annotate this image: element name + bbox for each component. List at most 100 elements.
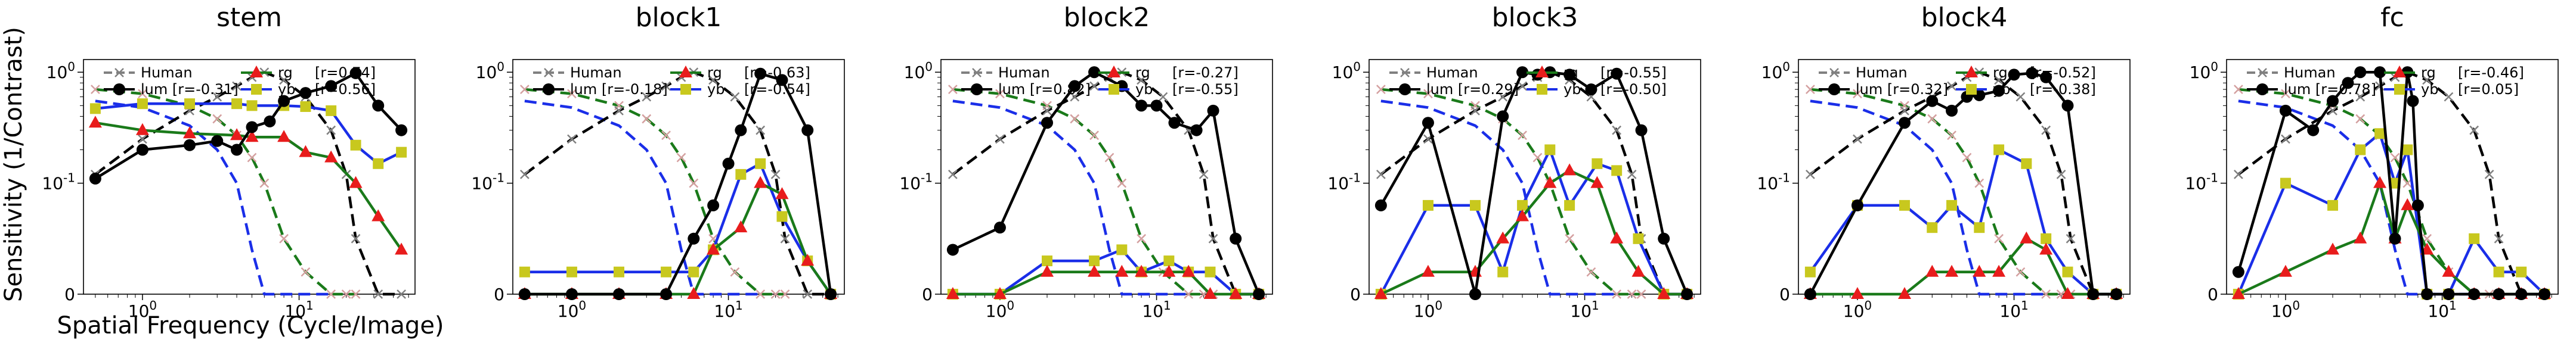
data-point bbox=[2040, 71, 2052, 83]
legend-entry-yb: yb [r=-0.55] bbox=[1098, 81, 1239, 98]
data-point bbox=[1205, 266, 1216, 277]
y-tick-label: 0 bbox=[2207, 285, 2218, 304]
series-lum bbox=[1804, 67, 2123, 300]
legend-entry-yb: yb [r=0.56] bbox=[241, 81, 376, 98]
data-point bbox=[184, 98, 195, 110]
series-line bbox=[1810, 88, 2071, 296]
data-point bbox=[245, 130, 259, 142]
series-human-yb bbox=[952, 99, 1189, 296]
data-point bbox=[1635, 124, 1648, 136]
x-tick-label: 100 bbox=[986, 298, 1014, 321]
series-human-yb bbox=[95, 99, 332, 296]
legend-marker bbox=[113, 83, 125, 95]
data-point bbox=[2421, 288, 2433, 300]
data-point bbox=[2061, 287, 2075, 299]
data-point bbox=[2020, 231, 2033, 244]
data-point bbox=[1543, 176, 1557, 188]
chart-title: block1 bbox=[636, 2, 722, 33]
data-point bbox=[1088, 264, 1101, 277]
legend-correlation: [r=-0.52] bbox=[2030, 64, 2096, 81]
data-point bbox=[259, 178, 270, 188]
legend-marker bbox=[1400, 68, 1410, 77]
legend-label: Human bbox=[570, 64, 622, 81]
data-point bbox=[1135, 264, 1148, 277]
data-point bbox=[1994, 233, 2004, 244]
series-line bbox=[1810, 99, 2046, 296]
data-point bbox=[1627, 169, 1637, 179]
data-point bbox=[1993, 85, 2005, 97]
data-point bbox=[566, 266, 577, 277]
data-point bbox=[660, 288, 673, 300]
data-point bbox=[2021, 158, 2032, 169]
chart-title: block3 bbox=[1492, 2, 1578, 33]
data-point bbox=[395, 124, 408, 136]
data-point bbox=[324, 150, 338, 163]
data-point bbox=[1137, 233, 1146, 244]
data-point bbox=[1137, 75, 1146, 85]
y-tick-label: 100 bbox=[476, 60, 504, 82]
data-point bbox=[1104, 152, 1114, 163]
data-point bbox=[1089, 130, 1099, 141]
data-point bbox=[946, 287, 959, 299]
data-point bbox=[1042, 255, 1052, 267]
data-point bbox=[2355, 144, 2366, 155]
data-point bbox=[395, 242, 408, 255]
data-point bbox=[1947, 81, 1956, 91]
data-point bbox=[351, 289, 361, 299]
data-point bbox=[2444, 92, 2454, 102]
legend-correlation: [r=-0.55] bbox=[1600, 64, 1667, 81]
data-point bbox=[567, 89, 577, 99]
data-point bbox=[735, 124, 747, 136]
data-point bbox=[1627, 289, 1637, 299]
legend-label: rg bbox=[1563, 64, 1578, 81]
series-human bbox=[948, 67, 1264, 299]
data-point bbox=[2326, 242, 2339, 255]
data-point bbox=[801, 254, 815, 266]
data-point bbox=[775, 187, 789, 199]
data-point bbox=[325, 80, 338, 92]
y-tick-label: 100 bbox=[904, 60, 933, 82]
legend-marker bbox=[1966, 84, 1977, 95]
y-tick-label: 10-1 bbox=[1757, 171, 1790, 194]
legend-correlation: [r=0.74] bbox=[315, 64, 376, 81]
data-point bbox=[2390, 152, 2400, 163]
data-point bbox=[1117, 178, 1127, 188]
data-point bbox=[1042, 105, 1052, 116]
data-point bbox=[2066, 233, 2076, 244]
data-point bbox=[2469, 233, 2480, 244]
legend-correlation: [r=-0.46] bbox=[2458, 64, 2524, 81]
data-point bbox=[1899, 199, 1910, 211]
data-point bbox=[326, 289, 336, 299]
data-point bbox=[212, 114, 222, 124]
data-point bbox=[351, 233, 361, 244]
data-point bbox=[1518, 81, 1527, 91]
legend-entry-human: Human bbox=[1389, 64, 1478, 81]
data-point bbox=[756, 125, 766, 135]
data-point bbox=[1423, 89, 1433, 99]
data-point bbox=[2342, 77, 2354, 89]
data-point bbox=[138, 134, 147, 144]
legend-entry-lum: lum [r=-0.18] bbox=[533, 81, 668, 98]
data-point bbox=[1681, 288, 1693, 300]
data-point bbox=[780, 289, 790, 299]
data-point bbox=[2389, 232, 2401, 245]
data-point bbox=[2407, 95, 2419, 107]
series-line bbox=[2237, 70, 2545, 296]
data-point bbox=[1565, 233, 1574, 244]
data-point bbox=[776, 74, 788, 86]
x-tick-label: 101 bbox=[1570, 298, 1599, 321]
data-point bbox=[2468, 288, 2481, 300]
data-point bbox=[730, 92, 740, 102]
data-point bbox=[2008, 68, 2020, 81]
legend-marker bbox=[2258, 68, 2267, 77]
data-point bbox=[1230, 232, 1242, 245]
legend-label: yb bbox=[278, 81, 295, 98]
data-point bbox=[780, 233, 790, 244]
series-line bbox=[95, 88, 356, 296]
data-point bbox=[1898, 287, 1911, 299]
data-point bbox=[2278, 264, 2292, 277]
